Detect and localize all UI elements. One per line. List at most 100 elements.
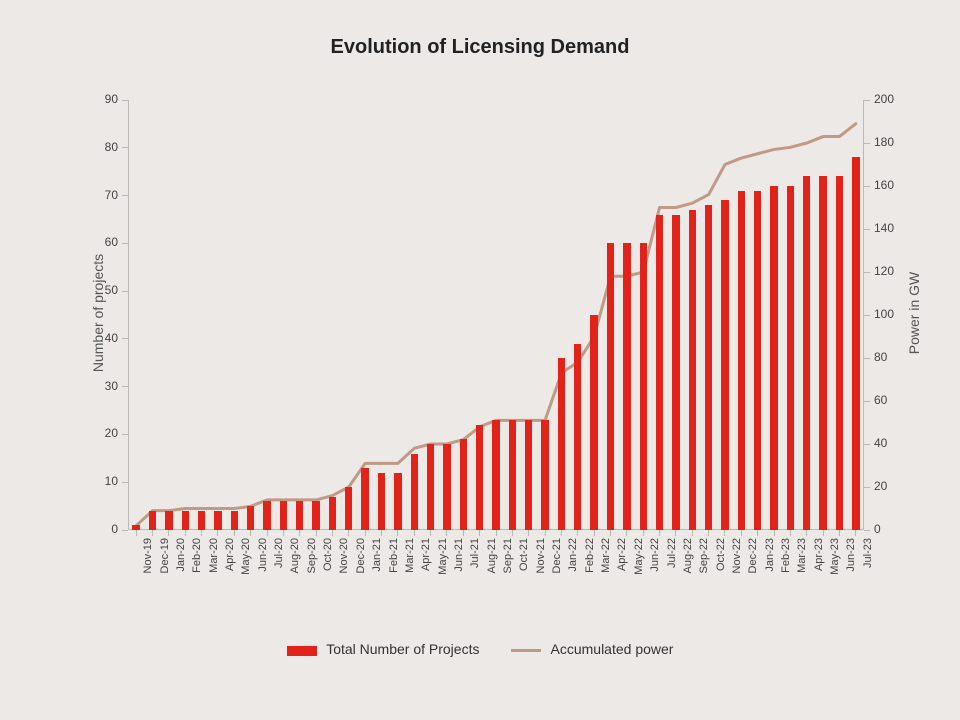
x-tick-mark — [430, 530, 431, 536]
bar — [558, 358, 565, 530]
x-tick-label: May-22 — [633, 538, 645, 588]
x-tick-label: Aug-22 — [682, 538, 694, 588]
y-left-tick-label: 90 — [86, 92, 118, 106]
y-right-tick-label: 0 — [874, 522, 910, 536]
bar — [803, 176, 810, 530]
x-tick-mark — [594, 530, 595, 536]
bar — [198, 511, 205, 530]
x-tick-label: Nov-22 — [731, 538, 743, 588]
bar — [689, 210, 696, 530]
x-tick-mark — [479, 530, 480, 536]
y-right-tick-label: 80 — [874, 350, 910, 364]
x-tick-label: Oct-20 — [322, 538, 334, 588]
x-tick-label: Jul-23 — [862, 538, 874, 588]
y-right-tick-mark — [864, 444, 870, 445]
bar — [182, 511, 189, 530]
legend-swatch-line — [511, 649, 541, 652]
bar — [721, 200, 728, 530]
bar — [231, 511, 238, 530]
y-left-tick-mark — [122, 482, 128, 483]
y-left-tick-label: 0 — [86, 522, 118, 536]
y-left-tick-mark — [122, 386, 128, 387]
x-tick-mark — [365, 530, 366, 536]
y-left-tick-mark — [122, 243, 128, 244]
bar — [770, 186, 777, 530]
x-tick-label: Mar-21 — [404, 538, 416, 588]
y-right-tick-mark — [864, 100, 870, 101]
bar — [754, 191, 761, 530]
x-tick-mark — [823, 530, 824, 536]
x-tick-mark — [790, 530, 791, 536]
bar — [149, 511, 156, 530]
x-tick-label: Aug-21 — [486, 538, 498, 588]
x-tick-mark — [217, 530, 218, 536]
legend-label-line: Accumulated power — [551, 641, 674, 657]
y-right-tick-mark — [864, 315, 870, 316]
x-tick-mark — [774, 530, 775, 536]
x-tick-mark — [316, 530, 317, 536]
x-tick-mark — [348, 530, 349, 536]
bar — [656, 215, 663, 530]
x-tick-label: Nov-19 — [142, 538, 154, 588]
x-tick-label: Sep-22 — [698, 538, 710, 588]
bar — [394, 473, 401, 530]
bar — [738, 191, 745, 530]
bar — [836, 176, 843, 530]
x-tick-mark — [283, 530, 284, 536]
y-left-tick-label: 70 — [86, 188, 118, 202]
x-tick-mark — [168, 530, 169, 536]
x-tick-label: Apr-21 — [420, 538, 432, 588]
bar — [443, 444, 450, 530]
legend-item-line: Accumulated power — [511, 641, 673, 657]
x-tick-label: Oct-21 — [518, 538, 530, 588]
bar — [509, 420, 516, 530]
x-tick-mark — [332, 530, 333, 536]
bar — [280, 501, 287, 530]
x-tick-label: Dec-22 — [747, 538, 759, 588]
bar — [427, 444, 434, 530]
x-tick-mark — [446, 530, 447, 536]
bar — [525, 420, 532, 530]
x-tick-mark — [610, 530, 611, 536]
x-tick-label: Jul-21 — [469, 538, 481, 588]
x-tick-mark — [577, 530, 578, 536]
y-left-tick-label: 10 — [86, 474, 118, 488]
x-tick-mark — [185, 530, 186, 536]
x-tick-mark — [757, 530, 758, 536]
x-tick-label: Nov-20 — [338, 538, 350, 588]
y-right-tick-mark — [864, 143, 870, 144]
bar — [574, 344, 581, 530]
y-right-tick-label: 200 — [874, 92, 910, 106]
y-right-tick-mark — [864, 272, 870, 273]
bar — [607, 243, 614, 530]
x-tick-mark — [545, 530, 546, 536]
x-tick-label: Jan-22 — [567, 538, 579, 588]
x-tick-mark — [299, 530, 300, 536]
y-right-tick-label: 40 — [874, 436, 910, 450]
x-tick-label: Mar-20 — [208, 538, 220, 588]
bar — [492, 420, 499, 530]
x-tick-mark — [381, 530, 382, 536]
y-left-tick-mark — [122, 195, 128, 196]
x-tick-mark — [741, 530, 742, 536]
x-tick-mark — [643, 530, 644, 536]
y-left-tick-label: 60 — [86, 235, 118, 249]
x-tick-mark — [397, 530, 398, 536]
y-right-tick-label: 100 — [874, 307, 910, 321]
bar — [623, 243, 630, 530]
bar — [590, 315, 597, 530]
bar — [640, 243, 647, 530]
y-right-tick-label: 180 — [874, 135, 910, 149]
x-tick-mark — [463, 530, 464, 536]
bar — [787, 186, 794, 530]
bar — [672, 215, 679, 530]
y-left-tick-label: 20 — [86, 426, 118, 440]
x-tick-mark — [496, 530, 497, 536]
y-left-tick-mark — [122, 434, 128, 435]
bar — [247, 506, 254, 530]
x-tick-label: Aug-20 — [289, 538, 301, 588]
x-tick-label: Jun-21 — [453, 538, 465, 588]
chart-title: Evolution of Licensing Demand — [0, 36, 960, 59]
legend-item-bars: Total Number of Projects — [287, 641, 480, 657]
x-tick-label: Apr-20 — [224, 538, 236, 588]
